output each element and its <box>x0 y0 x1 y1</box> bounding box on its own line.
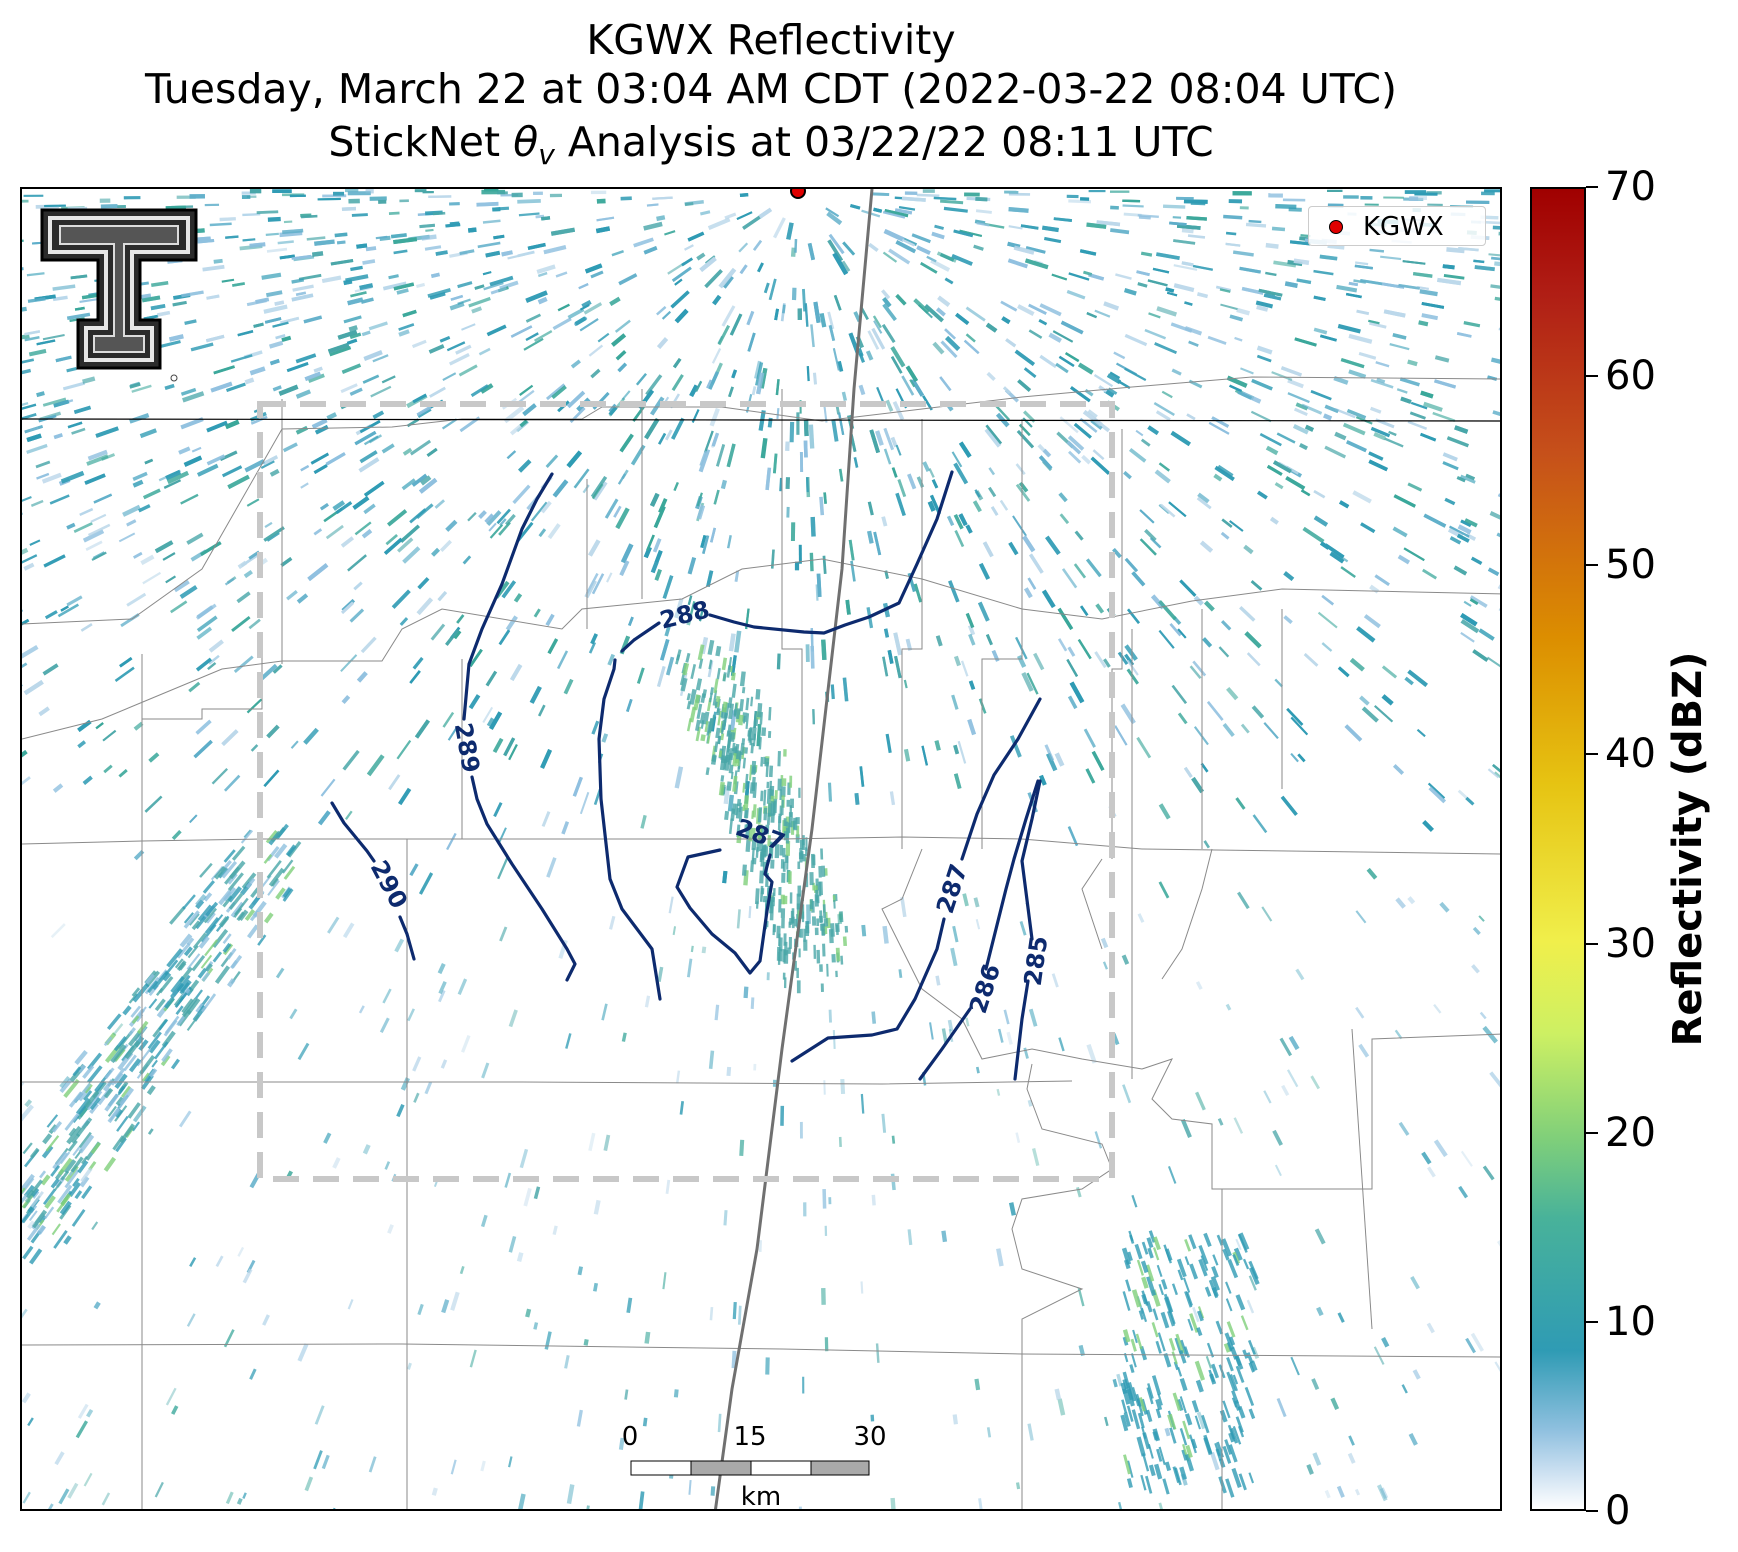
contour-label-287-east: 287 <box>931 861 973 917</box>
colorbar-tick <box>1586 564 1598 567</box>
map-canvas: 290 289 288 287 287 286 285 <box>22 189 1500 1509</box>
colorbar-tick <box>1586 1320 1598 1323</box>
scale-bar-segments <box>630 1460 870 1476</box>
contour-287-east <box>790 697 1042 1063</box>
contour-289 <box>462 472 577 982</box>
contour-286 <box>918 779 1040 1081</box>
theta-symbol: θ <box>513 118 539 166</box>
colorbar-tick <box>1586 1510 1598 1512</box>
colorbar-tick <box>1586 1131 1598 1134</box>
colorbar-tick-label: 10 <box>1605 1298 1656 1345</box>
colorbar-title: Reflectivity (dBZ) <box>1665 651 1711 1047</box>
scale-bar: 0 15 30 km <box>622 1422 890 1513</box>
title-prefix: StickNet <box>328 118 514 166</box>
contour-287-inner <box>675 848 774 975</box>
county-boundaries <box>22 376 1500 1509</box>
colorbar-tick-label: 50 <box>1605 542 1656 589</box>
contour-label-290: 290 <box>365 856 413 913</box>
colorbar-tick <box>1586 186 1598 188</box>
colorbar-tick <box>1586 942 1598 945</box>
chart-title-line-3: StickNet θv Analysis at 03/22/22 08:11 U… <box>20 120 1522 177</box>
texas-tech-logo <box>40 208 198 382</box>
scale-unit: km <box>740 1482 782 1512</box>
reflectivity-colorbar <box>1530 187 1586 1511</box>
state-line-diagonal <box>714 189 874 1509</box>
contour-label-285: 285 <box>1019 934 1054 988</box>
colorbar-tick-label: 20 <box>1605 1109 1656 1156</box>
map-legend: KGWX <box>1308 206 1486 246</box>
scale-tick-30: 30 <box>853 1422 887 1452</box>
scale-tick-15: 15 <box>733 1422 767 1452</box>
chart-title-line-2: Tuesday, March 22 at 03:04 AM CDT (2022-… <box>144 65 1397 113</box>
theta-v-contours <box>330 470 1042 1081</box>
chart-title-line-1: KGWX Reflectivity <box>586 16 956 64</box>
reflectivity-echoes <box>22 189 1500 1509</box>
colorbar-tick-label: 70 <box>1605 164 1656 210</box>
contour-label-286: 286 <box>964 961 1006 1017</box>
contour-label-288: 288 <box>657 595 712 634</box>
contour-285 <box>1013 779 1042 1081</box>
colorbar-tick-label: 60 <box>1605 353 1656 400</box>
radar-site-legend-marker <box>1329 220 1343 234</box>
colorbar-tick-label: 40 <box>1605 731 1656 778</box>
colorbar-tick <box>1586 753 1598 756</box>
contour-label-289: 289 <box>449 721 485 775</box>
sticknet-analysis-box <box>257 401 1115 1182</box>
contour-288 <box>597 470 954 1001</box>
radar-site-legend-label: KGWX <box>1363 212 1444 242</box>
radar-site-marker <box>790 189 806 199</box>
colorbar-tick <box>1586 375 1598 378</box>
theta-subscript: v <box>538 138 555 171</box>
colorbar-tick-label: 0 <box>1605 1488 1631 1534</box>
contour-290 <box>330 801 416 961</box>
colorbar-tick-label: 30 <box>1605 920 1656 967</box>
radar-map[interactable]: 290 289 288 287 287 286 285 <box>20 187 1502 1511</box>
scale-tick-0: 0 <box>621 1422 639 1452</box>
state-boundaries <box>22 418 1500 422</box>
title-suffix: Analysis at 03/22/22 08:11 UTC <box>554 118 1214 166</box>
